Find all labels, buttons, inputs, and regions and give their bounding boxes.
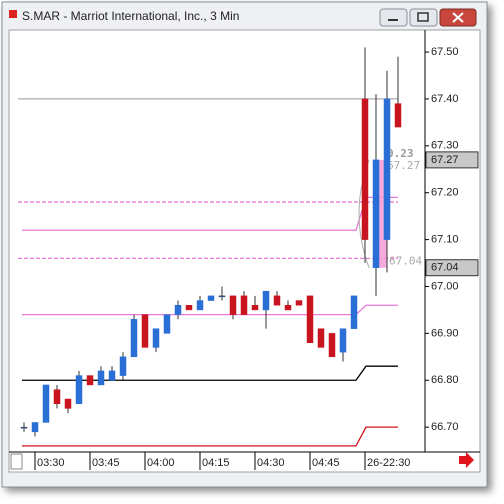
range-high-label: 67.27: [387, 159, 420, 172]
window-buttons[interactable]: [379, 8, 477, 27]
range-label: 0.23: [387, 147, 414, 160]
window-title: S.MAR - Marriot International, Inc., 3 M…: [22, 9, 239, 23]
candle-body: [218, 295, 226, 298]
candle-body: [207, 295, 215, 301]
minimize-button[interactable]: [379, 8, 408, 27]
maximize-button[interactable]: [409, 8, 438, 27]
y-tick-label: 67.30: [431, 140, 459, 152]
app-icon: [9, 10, 17, 18]
y-tick-label: 66.80: [431, 374, 459, 386]
y-tick-label: 66.70: [431, 421, 459, 433]
x-tick-label: 04:00: [147, 457, 175, 469]
level-line: [22, 304, 398, 316]
y-tick-label: 67.00: [431, 280, 459, 292]
y-tick-label: 67.50: [431, 46, 459, 58]
candle-body: [251, 304, 259, 311]
candle-body: [284, 304, 292, 311]
candle-body: [295, 300, 303, 306]
candle-body: [229, 295, 237, 315]
candle-body: [86, 375, 94, 386]
candle-body: [97, 370, 105, 386]
candle-body: [53, 389, 61, 404]
maximize-icon: [417, 12, 429, 22]
x-tick-label: 03:45: [92, 457, 120, 469]
candle-body: [141, 314, 149, 348]
candle-body: [317, 328, 325, 348]
y-tick-label: 67.10: [431, 233, 459, 245]
close-icon: [452, 12, 464, 23]
candle-body: [152, 328, 160, 348]
level-line: [22, 426, 398, 447]
y-tick-label: 66.90: [431, 327, 459, 339]
candle-body: [383, 98, 391, 240]
x-tick-label: 04:45: [312, 457, 340, 469]
candle-body: [75, 375, 83, 404]
candle-body: [42, 384, 50, 423]
candle-body: [20, 426, 28, 429]
y-tick-label: 67.20: [431, 187, 459, 199]
candle-body: [119, 356, 127, 376]
candle-body: [108, 370, 116, 381]
chart-area: [8, 29, 481, 473]
axis-price-box: [425, 151, 479, 169]
candle-body: [64, 398, 72, 409]
axis-price-label: 67.04: [431, 262, 459, 274]
x-tick-label: 26-22:30: [367, 457, 410, 469]
candle-body: [262, 290, 270, 311]
x-tick-label: 04:30: [257, 457, 285, 469]
candle-body: [240, 295, 248, 315]
candle-body: [328, 333, 336, 358]
y-tick-label: 67.40: [431, 93, 459, 105]
level-line: [22, 365, 398, 381]
x-tick-label: 03:30: [37, 457, 65, 469]
x-tick-label: 04:15: [202, 457, 230, 469]
candle-body: [394, 103, 402, 128]
candle-body: [196, 300, 204, 311]
candle-body: [361, 98, 369, 240]
candle-body: [372, 159, 380, 268]
scroll-handle[interactable]: [10, 453, 23, 470]
axis-price-label: 67.27: [431, 154, 459, 166]
candle-body: [273, 295, 281, 306]
candle-body: [31, 422, 39, 433]
scroll-right-arrow[interactable]: [459, 452, 474, 468]
candle-body: [174, 304, 182, 315]
candle-body: [185, 304, 193, 311]
candle-body: [350, 295, 358, 329]
candle-body: [130, 319, 138, 358]
axis-price-box: [425, 259, 479, 277]
range-low-label: 67.04: [389, 255, 422, 268]
candle-body: [339, 328, 347, 353]
candle-body: [306, 295, 314, 343]
candle-body: [163, 314, 171, 334]
